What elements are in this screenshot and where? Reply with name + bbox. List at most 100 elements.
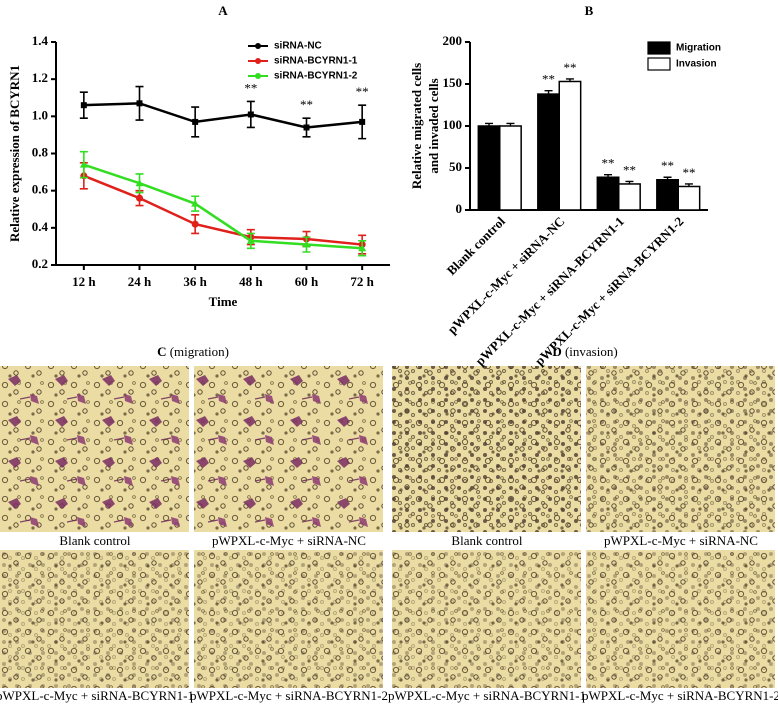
error-bar — [544, 90, 553, 95]
annotation: ** — [300, 97, 313, 112]
marker — [302, 240, 311, 248]
error-bar — [625, 180, 634, 184]
series-line — [83, 102, 363, 129]
panel-letter: C — [157, 344, 166, 359]
stained-cells — [194, 550, 383, 688]
y-tick-label: 1.0 — [32, 107, 48, 122]
legend-label: Invasion — [676, 59, 717, 70]
caption: pWPXL-c-Myc + siRNA-NC — [604, 533, 758, 548]
stained-cells — [0, 366, 189, 532]
chart-title: B — [585, 3, 594, 18]
y-axis-label: Relative migrated cells — [409, 63, 424, 189]
marker — [246, 236, 255, 244]
x-tick-label: pWPXL-c-Myc + siRNA-NC — [444, 214, 567, 337]
annotation: ** — [682, 165, 695, 180]
marker — [136, 100, 143, 107]
panel-subtitle: (invasion) — [565, 344, 618, 359]
bar — [677, 185, 701, 211]
x-axis-label: Time — [209, 294, 238, 309]
annotation: ** — [623, 162, 636, 177]
caption: Blank control — [59, 533, 131, 548]
x-tick-label: 60 h — [295, 274, 319, 289]
marker — [79, 160, 88, 168]
bar — [656, 179, 680, 211]
legend-label: siRNA-BCYRN1-2 — [274, 71, 358, 82]
marker — [80, 102, 87, 109]
error-bar — [684, 183, 693, 187]
panel-title: D (invasion) — [552, 344, 617, 359]
bar — [618, 183, 641, 211]
stained-cells — [0, 550, 189, 688]
marker — [136, 194, 143, 202]
y-tick-label: 0.2 — [32, 256, 48, 271]
y-tick-label: 1.2 — [32, 70, 48, 85]
marker — [358, 244, 367, 252]
caption: pWPXL-c-Myc + siRNA-NC — [212, 533, 366, 548]
stained-cells — [586, 550, 775, 688]
caption: Blank control — [451, 533, 523, 548]
x-tick-label: 36 h — [183, 274, 207, 289]
annotation: ** — [542, 72, 555, 87]
x-tick-label: 24 h — [128, 274, 152, 289]
annotation: ** — [563, 60, 576, 75]
annotation: ** — [661, 158, 674, 173]
caption: pWPXL-c-Myc + siRNA-BCYRN1-2 — [190, 688, 388, 703]
x-tick-label: Blank control — [444, 213, 509, 278]
marker — [247, 111, 254, 118]
marker — [303, 124, 310, 131]
error-bar — [565, 78, 574, 82]
legend-marker — [255, 58, 261, 64]
series-line — [83, 163, 363, 250]
caption: pWPXL-c-Myc + siRNA-BCYRN1-1 — [388, 688, 586, 703]
y-tick-label: 0.8 — [32, 144, 49, 159]
marker — [191, 199, 200, 207]
error-bar — [663, 176, 672, 180]
panel-letter: D — [552, 344, 561, 359]
legend-label: siRNA-BCYRN1-1 — [274, 56, 358, 67]
caption: pWPXL-c-Myc + siRNA-BCYRN1-2 — [582, 688, 778, 703]
panel-subtitle: (migration) — [170, 344, 229, 359]
bar — [477, 125, 501, 211]
legend-marker — [255, 73, 261, 79]
annotation: ** — [356, 84, 369, 99]
y-axis-label: Relative expression of BCYRN1 — [7, 65, 22, 242]
annotation: ** — [244, 80, 257, 95]
marker — [192, 118, 199, 125]
y-tick-label: 0.4 — [32, 219, 49, 234]
x-tick-label: 12 h — [72, 274, 96, 289]
x-tick-label: 48 h — [239, 274, 263, 289]
bar — [537, 93, 561, 211]
stained-cells — [392, 366, 581, 532]
legend-swatch — [647, 57, 671, 71]
caption: pWPXL-c-Myc + siRNA-BCYRN1-1 — [0, 688, 194, 703]
bar — [596, 176, 620, 211]
stained-cells — [392, 550, 581, 688]
stained-cells — [586, 366, 775, 532]
legend-label: Migration — [676, 43, 721, 54]
chart-title: A — [218, 3, 228, 18]
annotation: ** — [602, 156, 615, 171]
legend-swatch — [647, 41, 671, 55]
y-axis-label: and invaded cells — [426, 78, 441, 173]
y-tick-label: 0 — [456, 201, 463, 216]
panel-title: C (migration) — [157, 344, 229, 359]
x-tick-label: 72 h — [350, 274, 374, 289]
y-tick-label: 1.4 — [32, 33, 49, 48]
error-bar — [506, 122, 515, 126]
marker — [191, 220, 199, 228]
micrographs: C (migration) Blank control pWPXL-c-Myc + … — [0, 344, 778, 703]
bar — [558, 80, 582, 211]
y-tick-label: 50 — [449, 159, 462, 174]
stained-cells — [194, 366, 383, 532]
legend-label: siRNA-NC — [274, 41, 322, 52]
series-line — [83, 174, 363, 246]
y-tick-label: 150 — [443, 75, 463, 90]
error-bar — [604, 174, 613, 178]
legend-marker — [255, 43, 261, 49]
marker — [135, 179, 144, 187]
bar — [499, 125, 522, 211]
y-tick-label: 0.6 — [32, 182, 49, 197]
error-bar — [485, 122, 494, 126]
y-tick-label: 100 — [443, 117, 463, 132]
